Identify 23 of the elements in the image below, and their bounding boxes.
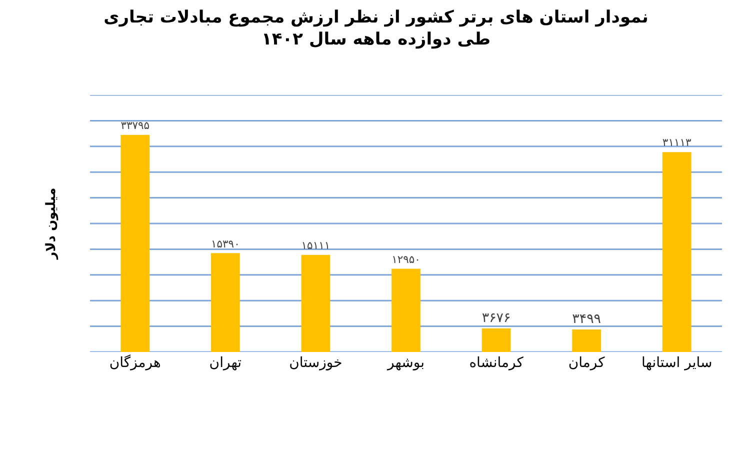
bar	[572, 330, 602, 352]
bar	[210, 253, 240, 352]
x-tick-label: تهران	[209, 355, 242, 371]
x-tick-label: سایر استانها	[641, 355, 712, 371]
x-tick-label: بوشهر	[386, 355, 425, 371]
bar	[120, 134, 150, 352]
data-label: ۱۵۱۱۱	[301, 239, 330, 252]
data-label: ۳۴۹۹	[572, 312, 602, 327]
data-label: ۳۶۷۶	[482, 310, 511, 326]
bar	[392, 268, 420, 352]
bar	[482, 328, 511, 352]
data-label: ۱۲۹۵۰	[392, 252, 420, 266]
y-axis-title: میلیون دلار	[44, 188, 59, 260]
x-tick-label: خوزستان	[289, 355, 342, 371]
data-label: ۳۳۷۹۵	[120, 119, 150, 132]
x-tick-label: هرمزگان	[109, 354, 161, 371]
bar	[301, 254, 330, 352]
data-label: ۱۵۳۹۰	[210, 237, 240, 250]
x-tick-label: کرمانشاه	[469, 355, 524, 371]
data-label: ۳۱۱۱۳	[662, 136, 692, 150]
chart-title: نمودار استان های برتر کشور از نظر ارزش مجموع مبادلات تجاری طی دوازده ماهه سال ۱۴۰۲	[104, 8, 648, 50]
x-tick-label: کرمان	[568, 355, 606, 371]
bar	[662, 152, 692, 352]
